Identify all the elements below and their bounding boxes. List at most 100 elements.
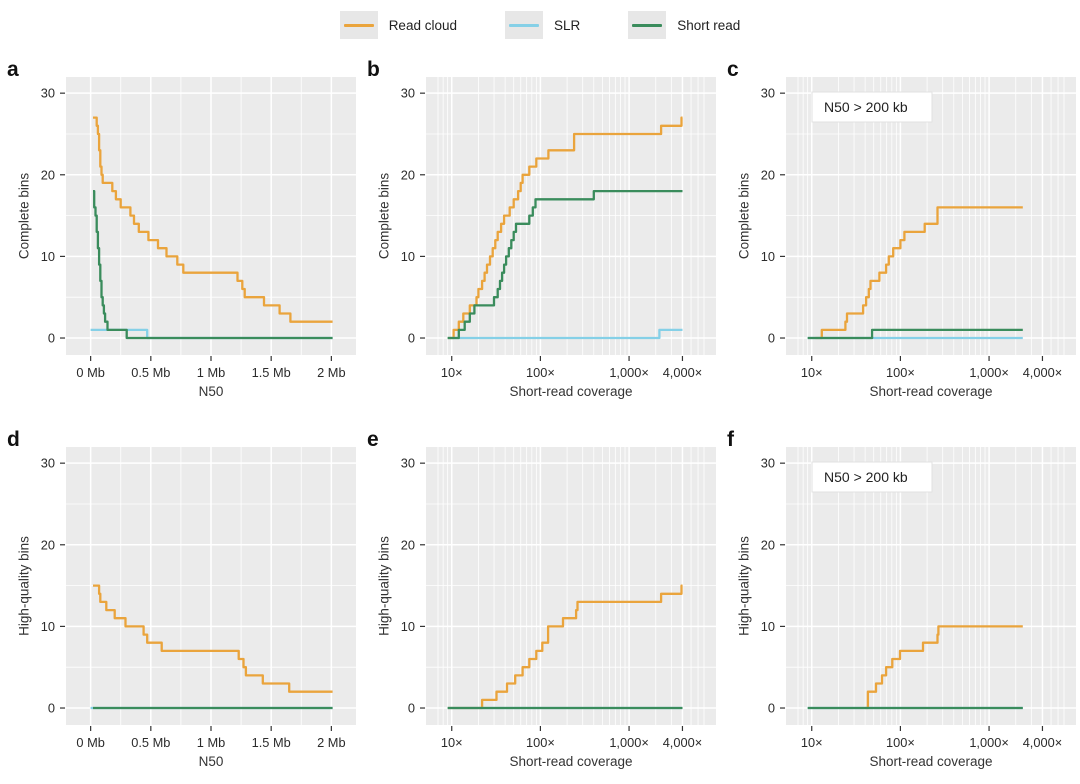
x-axis-title-b: Short-read coverage bbox=[509, 384, 633, 399]
svg-text:10: 10 bbox=[41, 249, 55, 264]
annotation-box: N50 > 200 kb bbox=[811, 461, 933, 493]
svg-text:0: 0 bbox=[768, 701, 775, 716]
y-axis-title-a: Complete bins bbox=[16, 172, 32, 260]
chart-canvas-e: 10× 100× 1,000× 4,000× 0 10 20 30 bbox=[401, 447, 716, 750]
axis-tick-marks bbox=[780, 462, 1044, 731]
svg-text:0.5 Mb: 0.5 Mb bbox=[131, 365, 170, 380]
svg-text:10: 10 bbox=[401, 619, 415, 634]
series-line-short-read bbox=[447, 189, 683, 340]
chart-canvas-c: 10× 100× 1,000× 4,000× 0 10 20 30 N50 > 200 kb bbox=[761, 77, 1076, 380]
axis-tick-labels: 10× 100× 1,000× 4,000× 0 10 20 30 bbox=[761, 456, 1062, 750]
chart-legend: Read cloud SLR Short read bbox=[0, 6, 1080, 44]
plot-background bbox=[786, 447, 1076, 725]
svg-text:30: 30 bbox=[401, 456, 415, 471]
axis-tick-labels: 10× 100× 1,000× 4,000× 0 10 20 30 bbox=[401, 86, 702, 380]
svg-text:30: 30 bbox=[761, 86, 775, 101]
minor-gridlines bbox=[426, 447, 716, 725]
series-line-read-cloud bbox=[93, 584, 333, 693]
svg-text:4,000×: 4,000× bbox=[663, 735, 703, 750]
svg-text:10×: 10× bbox=[801, 735, 823, 750]
legend-key-read-cloud bbox=[339, 11, 378, 39]
svg-text:100×: 100× bbox=[526, 735, 555, 750]
panel-grid: a Complete bins 0 Mb 0.5 Mb 1 Mb 1.5 Mb 2 Mb… bbox=[0, 52, 1080, 780]
svg-text:10×: 10× bbox=[441, 365, 463, 380]
svg-text:10: 10 bbox=[41, 619, 55, 634]
panel-letter-f: f bbox=[727, 428, 734, 451]
legend-label-read-cloud: Read cloud bbox=[388, 17, 457, 33]
svg-text:1.5 Mb: 1.5 Mb bbox=[252, 735, 291, 750]
svg-text:0: 0 bbox=[48, 331, 55, 346]
svg-text:100×: 100× bbox=[886, 365, 915, 380]
legend-item-read-cloud: Read cloud bbox=[339, 11, 457, 39]
axis-tick-marks bbox=[780, 92, 1044, 361]
minor-gridlines bbox=[66, 447, 356, 725]
series-line-short-read bbox=[807, 328, 1023, 340]
x-axis-title-d: N50 bbox=[198, 754, 224, 769]
y-axis-title-d: High-quality bins bbox=[16, 536, 32, 636]
y-axis-title-f: High-quality bins bbox=[736, 536, 752, 636]
svg-text:1 Mb: 1 Mb bbox=[197, 735, 225, 750]
svg-text:30: 30 bbox=[41, 456, 55, 471]
series-line-read-cloud bbox=[447, 584, 683, 710]
svg-text:20: 20 bbox=[41, 167, 55, 182]
svg-text:0: 0 bbox=[48, 701, 55, 716]
y-axis-title-c: Complete bins bbox=[736, 172, 752, 260]
major-gridlines bbox=[66, 77, 356, 355]
series-line-read-cloud bbox=[93, 116, 333, 323]
legend-label-short-read: Short read bbox=[677, 17, 741, 33]
svg-text:4,000×: 4,000× bbox=[663, 365, 703, 380]
svg-text:2 Mb: 2 Mb bbox=[317, 735, 345, 750]
svg-text:1,000×: 1,000× bbox=[609, 365, 649, 380]
y-axis-title-b: Complete bins bbox=[376, 172, 392, 260]
minor-gridlines bbox=[786, 77, 1076, 355]
y-axis-title-e: High-quality bins bbox=[376, 536, 392, 636]
axis-tick-marks bbox=[60, 92, 332, 361]
svg-text:20: 20 bbox=[401, 167, 415, 182]
series-line-read-cloud bbox=[865, 625, 1023, 710]
panel-d: d High-quality bins 0 Mb 0.5 Mb 1 Mb 1.5 Mb… bbox=[0, 422, 360, 780]
svg-text:100×: 100× bbox=[526, 365, 555, 380]
legend-key-short-read bbox=[628, 11, 667, 39]
annotation-text: N50 > 200 kb bbox=[824, 99, 908, 115]
svg-text:1,000×: 1,000× bbox=[609, 735, 649, 750]
svg-text:2 Mb: 2 Mb bbox=[317, 365, 345, 380]
axis-tick-marks bbox=[60, 462, 332, 731]
axis-tick-labels: 0 Mb 0.5 Mb 1 Mb 1.5 Mb 2 Mb 0 10 20 30 bbox=[41, 86, 346, 380]
read-cloud-line-swatch bbox=[343, 23, 374, 27]
svg-text:0.5 Mb: 0.5 Mb bbox=[131, 735, 170, 750]
minor-gridlines bbox=[786, 447, 1076, 725]
axis-tick-labels: 10× 100× 1,000× 4,000× 0 10 20 30 bbox=[761, 86, 1062, 380]
panel-e: e High-quality bins 10× 100× 1,000× 4,000× 0… bbox=[360, 422, 720, 780]
svg-text:4,000×: 4,000× bbox=[1023, 735, 1063, 750]
svg-text:10: 10 bbox=[401, 249, 415, 264]
svg-text:30: 30 bbox=[761, 456, 775, 471]
panel-b: b Complete bins 10× 100× 1,000× 4,000× 0 10 20… bbox=[360, 52, 720, 422]
x-axis-title-f: Short-read coverage bbox=[869, 754, 993, 769]
svg-text:1,000×: 1,000× bbox=[969, 735, 1009, 750]
svg-text:30: 30 bbox=[41, 86, 55, 101]
legend-key-slr bbox=[505, 11, 543, 39]
panel-a: a Complete bins 0 Mb 0.5 Mb 1 Mb 1.5 Mb 2 Mb… bbox=[0, 52, 360, 422]
annotation-text: N50 > 200 kb bbox=[824, 469, 908, 485]
panel-c: c Complete bins 10× 100× 1,000× 4,000× 0 10 20… bbox=[720, 52, 1080, 422]
panel-letter-b: b bbox=[367, 58, 380, 81]
svg-text:20: 20 bbox=[401, 537, 415, 552]
panel-letter-e: e bbox=[367, 428, 379, 451]
axis-tick-labels: 10× 100× 1,000× 4,000× 0 10 20 30 bbox=[401, 456, 702, 750]
legend-item-slr: SLR bbox=[505, 11, 580, 39]
panel-letter-d: d bbox=[7, 428, 20, 451]
svg-text:0: 0 bbox=[408, 331, 415, 346]
panel-f: f High-quality bins 10× 100× 1,000× 4,000× 0… bbox=[720, 422, 1080, 780]
svg-text:1 Mb: 1 Mb bbox=[197, 365, 225, 380]
panel-letter-c: c bbox=[727, 58, 739, 81]
chart-canvas-d: 0 Mb 0.5 Mb 1 Mb 1.5 Mb 2 Mb 0 10 20 30 bbox=[41, 447, 356, 750]
x-axis-title-e: Short-read coverage bbox=[509, 754, 633, 769]
legend-item-short-read: Short read bbox=[628, 11, 740, 39]
axis-tick-labels: 0 Mb 0.5 Mb 1 Mb 1.5 Mb 2 Mb 0 10 20 30 bbox=[41, 456, 346, 750]
svg-text:0: 0 bbox=[408, 701, 415, 716]
x-axis-title-a: N50 bbox=[198, 384, 224, 399]
series-line-slr bbox=[447, 328, 683, 340]
svg-text:0 Mb: 0 Mb bbox=[76, 365, 104, 380]
legend-label-slr: SLR bbox=[554, 17, 581, 33]
chart-canvas-a: 0 Mb 0.5 Mb 1 Mb 1.5 Mb 2 Mb 0 10 20 30 bbox=[41, 77, 356, 380]
